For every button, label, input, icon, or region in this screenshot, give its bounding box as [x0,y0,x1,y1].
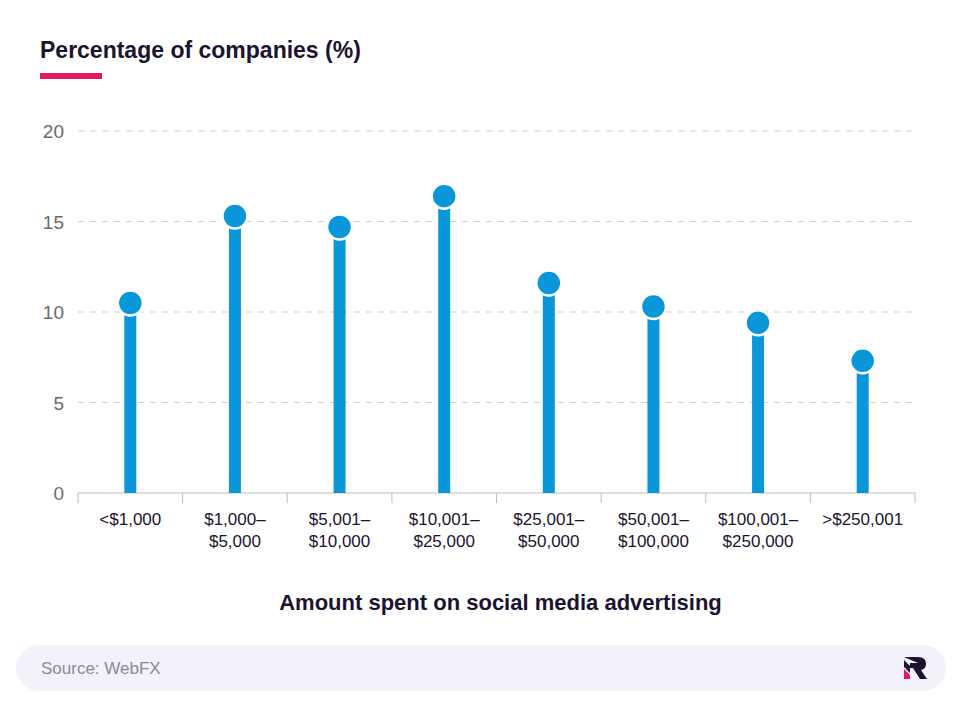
x-axis-label: Amount spent on social media advertising [279,590,722,615]
x-tick-label-line: $100,001– [718,510,799,529]
dot [641,294,666,319]
x-tick-label-line: $250,000 [723,532,794,551]
x-tick-label: $25,001– $50,000 [513,510,584,551]
dot [850,348,875,373]
grid-line [78,402,915,403]
x-tick-label-line: $5,001– [309,510,371,529]
x-tick-label-line: >$250,001 [822,510,903,529]
dot [536,271,561,296]
x-tick-label-line: $5,000 [209,532,261,551]
y-tick-label: 20 [43,121,64,142]
chart: Percentage of companies (%) 0 5 10 15 20 <$1,0… [0,0,960,710]
x-tick-label-line: $50,000 [518,532,579,551]
grid-line [78,131,915,132]
stem [857,361,869,493]
x-tick-label-line: $50,001– [618,510,689,529]
category-separator [78,493,79,503]
dot [118,290,143,315]
x-tick-label-line: $10,001– [409,510,480,529]
dot [327,214,352,239]
x-tick-label-line: $25,001– [513,510,584,529]
y-tick-label: 5 [53,393,64,414]
category-separator [287,493,288,503]
category-separator [705,493,706,503]
dot [746,310,771,335]
title: Percentage of companies (%) [40,37,361,63]
logo [904,657,927,679]
category-separator [810,493,811,503]
x-tick-label-line: <$1,000 [99,510,161,529]
grid-line [78,312,915,313]
category-separator [391,493,392,503]
stem [647,307,659,493]
dot [432,184,457,209]
stem [334,227,346,493]
x-tick-label: $10,001– $25,000 [409,510,480,551]
category-separator [601,493,602,503]
x-tick-label: >$250,001 [822,510,903,529]
stem [124,303,136,493]
x-tick-label-line: $100,000 [618,532,689,551]
y-tick-label: 10 [43,302,64,323]
x-tick-label: $1,000– $5,000 [204,510,266,551]
stem [229,216,241,493]
x-tick-label: $5,001– $10,000 [309,510,371,551]
source: Source: WebFX [41,659,161,678]
x-tick-label: $100,001– $250,000 [718,510,799,551]
category-separator [915,493,916,503]
logo-shape [904,657,927,679]
source-box [16,645,946,691]
x-tick-label-line: $25,000 [413,532,474,551]
x-tick-label: <$1,000 [99,510,161,529]
y-tick-label: 15 [43,212,64,233]
x-tick-label-line: $10,000 [309,532,370,551]
category-separator [496,493,497,503]
stem [438,196,450,493]
y-tick-label: 0 [53,483,64,504]
x-tick-label-line: $1,000– [204,510,266,529]
category-separator [182,493,183,503]
stem [543,283,555,493]
stem [752,323,764,493]
x-tick-label: $50,001– $100,000 [618,510,689,551]
title-underline [40,73,102,79]
logo-shape-2 [904,660,910,673]
grid-line [78,221,915,222]
dot [222,204,247,229]
marks [118,184,875,493]
